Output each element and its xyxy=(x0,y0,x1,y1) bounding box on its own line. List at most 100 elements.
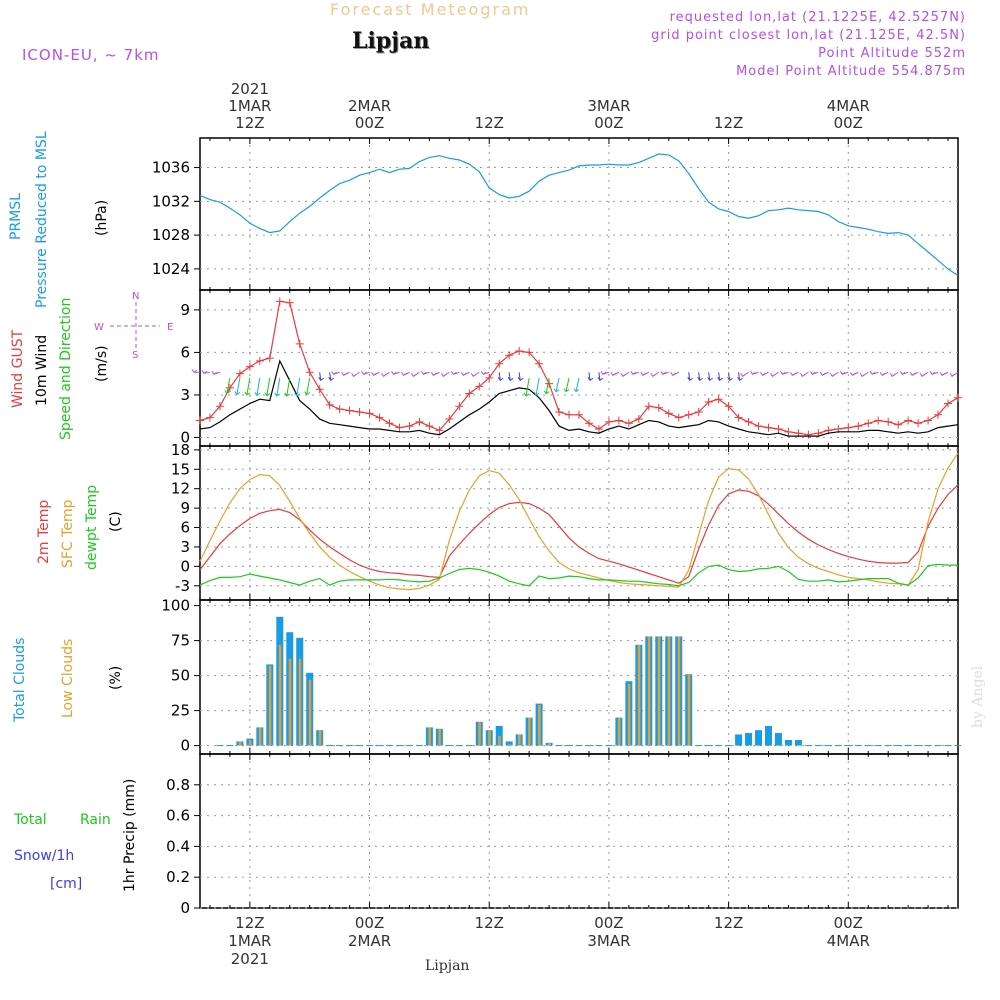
legend-pressure-msl: Pressure Reduced to MSL xyxy=(34,131,50,308)
bottom-time-label: 3MAR xyxy=(587,932,630,950)
chart-title: Forecast Meteogram xyxy=(330,0,531,19)
wind-arrowhead xyxy=(640,371,647,376)
wind-arrowhead xyxy=(341,371,347,376)
gust-marker xyxy=(435,426,444,435)
gust-marker xyxy=(265,354,274,363)
temp-ylabel: (C) xyxy=(108,511,124,532)
wind-arrowhead xyxy=(543,390,550,395)
gust-marker xyxy=(375,413,384,422)
y-tick-label: 75 xyxy=(171,632,190,650)
series-line-sfc-temp xyxy=(199,452,959,591)
wind-arrowhead xyxy=(211,370,218,375)
wind-arrow xyxy=(329,372,332,381)
wind-arrowhead xyxy=(351,372,357,377)
gust-marker xyxy=(904,416,913,425)
gust-marker xyxy=(395,423,404,432)
wind-arrowhead xyxy=(610,371,617,376)
gust-marker xyxy=(694,407,703,416)
legend-2m-temp: 2m Temp xyxy=(36,500,52,564)
wind-arrow xyxy=(738,372,741,381)
gust-marker xyxy=(704,398,713,407)
precip-ylabel: 1hr Precip (mm) xyxy=(122,779,138,892)
series-line-2m-temp xyxy=(199,484,959,584)
y-tick-label: 0 xyxy=(180,428,190,446)
gust-marker xyxy=(924,416,933,425)
wind-arrow xyxy=(246,377,251,396)
wind-arrowhead xyxy=(750,370,756,375)
gust-marker xyxy=(784,427,793,436)
gust-marker xyxy=(215,402,224,411)
wind-arrow xyxy=(266,377,271,396)
y-tick-label: 1024 xyxy=(152,260,190,278)
wind-arrowhead xyxy=(620,372,627,377)
bar-low-cloud xyxy=(687,674,691,746)
compass-e: E xyxy=(167,322,173,333)
gust-marker xyxy=(614,416,623,425)
bottom-time-label: 00Z xyxy=(594,914,623,932)
legend-wind-gust: Wind GUST xyxy=(10,329,26,408)
top-time-label: 00Z xyxy=(834,114,863,132)
legend-snow-unit: [cm] xyxy=(50,876,82,892)
watermark: by Angel xyxy=(970,665,986,728)
gust-marker xyxy=(644,402,653,411)
compass-n: N xyxy=(132,291,139,302)
wind-arrowhead xyxy=(939,371,946,376)
panel-frame xyxy=(199,753,959,909)
wind-arrowhead xyxy=(889,372,896,377)
gust-marker xyxy=(505,351,514,360)
wind-arrowhead xyxy=(563,388,570,393)
gust-marker xyxy=(734,413,743,422)
gust-marker xyxy=(235,369,244,378)
legend-total: Total xyxy=(13,812,47,828)
gust-marker xyxy=(944,399,953,408)
gust-marker xyxy=(584,419,593,428)
bar-low-cloud xyxy=(278,644,282,746)
clouds-panel: Total Clouds Low Clouds (%) 0 25 50 75 100 xyxy=(12,597,962,755)
y-tick-label: 3 xyxy=(180,538,190,556)
wind-arrowhead xyxy=(440,372,447,377)
y-tick-label: 50 xyxy=(171,667,190,685)
gust-marker xyxy=(485,373,494,382)
y-tick-label: 0.8 xyxy=(166,776,190,794)
gust-marker xyxy=(255,356,264,365)
panel-frame xyxy=(199,289,959,447)
wind-arrowhead xyxy=(274,392,281,397)
gust-marker xyxy=(664,409,673,418)
gust-marker xyxy=(594,424,603,433)
gust-marker xyxy=(445,415,454,424)
bar-total-cloud xyxy=(735,734,743,746)
gust-marker xyxy=(884,417,893,426)
wind-arrow xyxy=(236,377,241,395)
series-line-10m-wind xyxy=(199,359,959,437)
wind-arrow xyxy=(226,377,231,394)
wind-arrowhead xyxy=(829,372,836,377)
wind-arrow xyxy=(718,372,721,381)
bar-low-cloud xyxy=(617,717,621,746)
bar-total-cloud xyxy=(794,740,802,746)
bar-low-cloud xyxy=(488,730,491,746)
wind-arrowhead xyxy=(328,376,334,381)
wind-arrowhead xyxy=(318,376,324,381)
bar-low-cloud xyxy=(438,728,441,746)
wind-arrowhead xyxy=(401,371,407,376)
bar-total-cloud xyxy=(505,741,513,746)
wind-arrow xyxy=(518,372,521,381)
legend-10m-wind: 10m Wind xyxy=(34,335,50,406)
wind-arrowhead xyxy=(670,371,677,376)
gust-marker xyxy=(654,403,663,412)
bottom-time-label: 00Z xyxy=(355,914,384,932)
wind-arrow xyxy=(286,377,291,397)
gust-marker xyxy=(934,410,943,419)
gust-marker xyxy=(844,423,853,432)
gust-marker xyxy=(475,382,484,391)
y-tick-label: 100 xyxy=(161,597,190,615)
wind-arrowhead xyxy=(919,372,926,377)
wind-arrowhead xyxy=(480,370,487,375)
gust-marker xyxy=(465,389,474,398)
bottom-time-label: 00Z xyxy=(834,914,863,932)
legend-dewpt-temp: dewpt Temp xyxy=(84,485,100,570)
y-tick-label: 3 xyxy=(180,386,190,404)
bar-total-cloud xyxy=(755,730,763,746)
